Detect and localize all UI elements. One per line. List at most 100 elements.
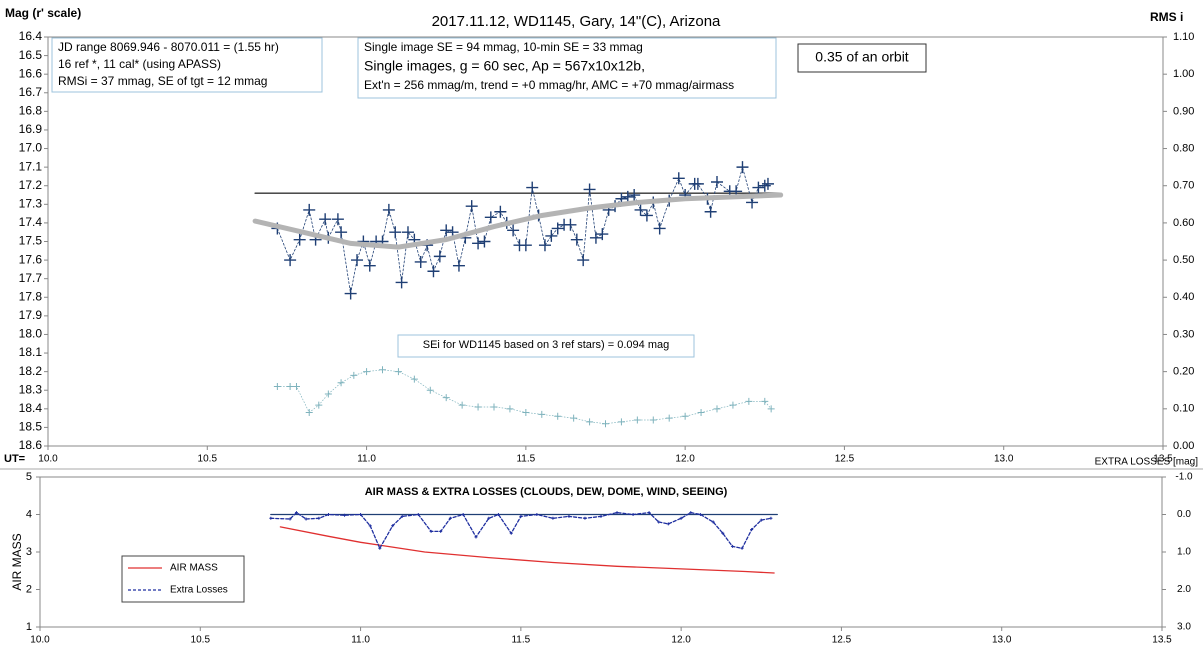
- data-point: [317, 516, 321, 520]
- data-point: [440, 224, 453, 237]
- x-tick-label: 13.0: [994, 454, 1014, 465]
- x-tick-label: 11.5: [516, 454, 535, 465]
- data-point: [711, 176, 723, 189]
- y2-tick-label: 0.60: [1173, 217, 1194, 229]
- data-point: [335, 226, 348, 239]
- data-point: [368, 524, 372, 528]
- data-point: [681, 412, 689, 420]
- y2-axis-title: EXTRA LOSSES [mag]: [1095, 457, 1199, 468]
- y2-tick-label: 3.0: [1177, 622, 1191, 633]
- data-point: [487, 516, 491, 520]
- data-point: [448, 516, 452, 520]
- x-tick-label: 12.5: [832, 635, 852, 646]
- data-point: [305, 409, 313, 417]
- data-point: [711, 520, 715, 524]
- data-point: [394, 368, 402, 376]
- y-tick-label: 17.3: [19, 196, 43, 210]
- data-point: [657, 520, 661, 524]
- data-point: [389, 226, 402, 239]
- y2-axis-title: RMS i: [1150, 10, 1183, 24]
- y-tick-label: 16.9: [19, 122, 43, 136]
- y2-tick-label: 0.70: [1173, 180, 1194, 192]
- annotation-text: SEi for WD1145 based on 3 ref stars) = 0…: [423, 339, 670, 351]
- data-point: [769, 516, 773, 520]
- plot-frame: [39, 476, 1163, 628]
- y2-tick-label: 0.00: [1173, 440, 1194, 452]
- data-point: [589, 231, 602, 244]
- annotation-text: 0.35 of an orbit: [815, 49, 909, 65]
- y-tick-label: 17.9: [19, 308, 43, 322]
- data-point: [382, 203, 395, 216]
- data-point: [567, 514, 571, 518]
- y-axis-title: Mag (r' scale): [5, 6, 81, 20]
- data-point: [490, 403, 498, 411]
- data-point: [691, 177, 704, 190]
- y-tick-label: 18.3: [19, 382, 43, 396]
- data-point: [465, 200, 478, 213]
- data-point: [315, 401, 323, 409]
- y2-tick-label: 0.80: [1173, 142, 1194, 154]
- y-tick-label: 18.0: [19, 327, 43, 341]
- x-tick-label: 10.5: [191, 635, 211, 646]
- y2-tick-label: 0.40: [1173, 291, 1194, 303]
- data-point: [538, 239, 551, 252]
- y-tick-label: 3: [26, 546, 32, 558]
- data-point: [507, 224, 520, 237]
- series-line: [252, 192, 784, 250]
- data-point: [745, 397, 753, 405]
- data-point: [474, 403, 482, 411]
- data-point: [395, 276, 408, 289]
- data-point: [697, 409, 705, 417]
- data-point: [752, 181, 765, 194]
- data-point: [519, 239, 532, 252]
- annotation-text: Ext'n = 256 mmag/m, trend = +0 mmag/hr, …: [364, 78, 734, 92]
- data-point: [458, 401, 466, 409]
- data-point: [363, 259, 376, 272]
- series-line: [270, 511, 772, 550]
- annotation-text: Single image SE = 94 mmag, 10-min SE = 3…: [364, 40, 643, 54]
- data-point: [378, 546, 382, 550]
- data-point: [583, 516, 587, 520]
- data-point: [551, 516, 555, 520]
- data-point: [331, 213, 344, 226]
- data-point: [758, 179, 771, 192]
- data-point: [649, 416, 657, 424]
- data-point: [586, 418, 594, 426]
- data-point: [484, 211, 497, 224]
- data-point: [416, 513, 420, 516]
- data-point: [545, 229, 558, 242]
- data-point: [288, 517, 292, 521]
- data-point: [433, 250, 446, 263]
- data-point: [750, 528, 754, 531]
- data-point: [551, 222, 564, 235]
- y-tick-label: 17.8: [19, 289, 43, 303]
- data-point: [350, 371, 358, 379]
- data-point: [761, 397, 769, 405]
- data-point: [414, 255, 427, 268]
- y-axis-title: AIR MASS: [10, 533, 24, 590]
- y-tick-label: 5: [26, 471, 32, 483]
- data-point: [665, 414, 673, 422]
- data-point: [472, 237, 485, 250]
- data-point: [633, 416, 641, 424]
- data-point: [344, 287, 357, 300]
- data-point: [653, 222, 666, 235]
- legend-box: [121, 555, 245, 603]
- data-point: [713, 405, 721, 413]
- data-point: [324, 390, 332, 398]
- y-tick-label: 16.8: [19, 104, 43, 118]
- data-point: [689, 511, 693, 515]
- data-point: [496, 513, 500, 516]
- y-tick-label: 17.0: [19, 141, 43, 155]
- annotation-text: JD range 8069.946 - 8070.011 = (1.55 hr): [58, 40, 279, 54]
- data-point: [461, 513, 465, 516]
- data-point: [293, 233, 306, 246]
- y2-tick-label: 0.30: [1173, 328, 1194, 340]
- y2-tick-label: 1.0: [1177, 547, 1191, 558]
- y-tick-label: 18.5: [19, 420, 43, 434]
- data-point: [509, 531, 513, 535]
- y-tick-label: 18.2: [19, 364, 43, 378]
- data-point: [391, 524, 395, 528]
